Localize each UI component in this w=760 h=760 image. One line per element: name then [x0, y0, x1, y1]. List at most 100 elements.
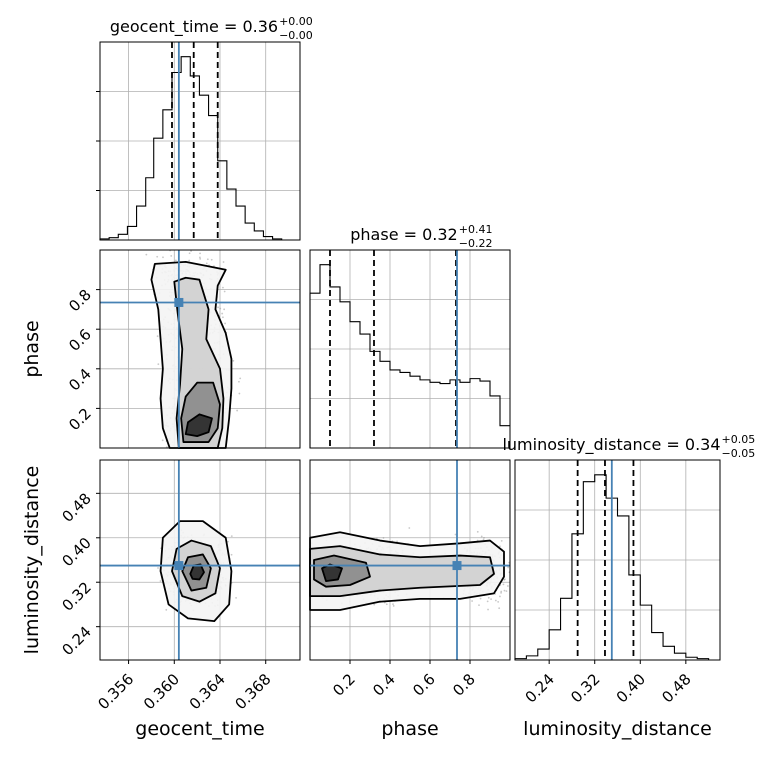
panel-title-sup-geocent_time: +0.00: [279, 15, 313, 28]
scatter-point: [483, 536, 485, 539]
scatter-point: [480, 535, 483, 538]
scatter-point: [232, 359, 235, 362]
panel-frame-phase-luminosity_distance: [309, 459, 511, 661]
ytick-label-2-0: 0.24: [58, 623, 94, 659]
scatter-point: [454, 533, 457, 536]
scatter-point: [223, 290, 226, 293]
quantile-layer: [171, 42, 635, 660]
scatter-point: [487, 608, 489, 611]
truth-marker-phase-luminosity_distance: [452, 561, 462, 571]
histogram-phase: [309, 264, 510, 448]
scatter-point: [486, 600, 489, 603]
scatter-point: [502, 583, 505, 586]
scatter-point: [157, 567, 159, 569]
panel-title-sub-phase: −0.22: [459, 237, 493, 250]
contour-geocent_time-luminosity_distance-2: [181, 553, 212, 592]
xtick-label-1-3: 0.8: [449, 670, 479, 700]
xtick-label-0-0: 0.356: [94, 670, 137, 713]
scatter-point: [500, 539, 503, 542]
scatter-point: [217, 306, 219, 309]
text-layer: geocent_time = 0.36 +0.00−0.00 phase = 0.3…: [21, 15, 755, 740]
scatter-point: [392, 605, 395, 607]
xtick-label-0-3: 0.368: [231, 670, 274, 713]
scatter-point: [199, 252, 201, 255]
panel-frame-geocent_time-luminosity_distance: [99, 459, 301, 661]
xtick-label-0-1: 0.360: [140, 670, 183, 713]
truth-marker-geocent_time-luminosity_distance: [174, 561, 184, 571]
scatter-point: [145, 253, 148, 256]
panel-title-sup-luminosity_distance: +0.05: [722, 433, 756, 446]
tick-layer: [96, 91, 687, 664]
scatter-point: [230, 553, 233, 556]
scatter-point: [162, 256, 164, 259]
panel-frame-geocent_time-phase: [99, 249, 301, 449]
ytick-label-1-1: 0.4: [65, 365, 95, 395]
scatter-point: [210, 258, 213, 261]
frame-layer: [99, 41, 721, 661]
scatter-point: [205, 262, 208, 265]
contour-phase-luminosity_distance-1: [309, 545, 495, 598]
ytick-label-1-0: 0.2: [65, 405, 95, 435]
scatter-point: [238, 380, 240, 383]
scatter-point: [222, 261, 225, 263]
scatter-point: [478, 604, 480, 607]
panel-title-sup-phase: +0.41: [459, 223, 493, 236]
scatter-point: [190, 250, 192, 252]
truth-marker-geocent_time-phase: [174, 297, 184, 307]
scatter-point: [385, 603, 388, 606]
panel-title-sub-geocent_time: −0.00: [279, 29, 313, 42]
panel-frame-luminosity_distance: [514, 459, 721, 661]
scatter-point: [156, 255, 159, 258]
scatter-point: [392, 603, 394, 606]
density-fill-phase-luminosity_distance-3: [322, 564, 342, 582]
scatter-point: [503, 589, 506, 592]
scatter-point: [174, 259, 177, 262]
scatter-point: [497, 600, 500, 603]
scatter-point: [239, 377, 242, 380]
scatter-point: [487, 596, 490, 599]
ytick-label-2-2: 0.40: [58, 534, 94, 570]
scatter-point: [157, 363, 160, 366]
xtick-label-2-3: 0.48: [658, 670, 694, 706]
histogram-layer: [99, 56, 720, 661]
scatter-point: [199, 256, 201, 259]
scatter-point: [506, 585, 509, 587]
xtick-label-1-2: 0.6: [409, 670, 439, 700]
scatter-point: [188, 259, 191, 262]
scatter-point: [376, 537, 378, 540]
y-axis-label-phase: phase: [21, 320, 43, 377]
scatter-point: [382, 537, 385, 539]
scatter-point: [499, 545, 501, 548]
contour-phase-luminosity_distance-2: [313, 554, 371, 588]
contour-geocent_time-luminosity_distance-0: [159, 520, 233, 623]
scatter-point: [505, 590, 508, 593]
scatter-point: [235, 596, 237, 599]
xtick-label-2-1: 0.32: [567, 670, 603, 706]
scatter-point: [161, 439, 164, 442]
scatter-point: [494, 599, 497, 602]
scatter-point: [499, 595, 501, 598]
y-axis-label-luminosity_distance: luminosity_distance: [21, 466, 43, 655]
scatter-point: [238, 392, 241, 395]
contour-geocent_time-phase-2: [180, 381, 221, 443]
scatter-point: [482, 538, 485, 541]
ytick-label-2-3: 0.48: [58, 489, 94, 525]
scatter-point: [223, 308, 226, 311]
scatter-point: [165, 608, 168, 611]
scatter-point: [479, 597, 482, 600]
contour-geocent_time-phase-1: [173, 276, 225, 449]
scatter-point: [222, 286, 224, 289]
histogram-geocent_time: [99, 56, 300, 241]
scatter-point: [471, 600, 473, 602]
scatter-point: [490, 598, 492, 601]
panel-title-geocent_time: geocent_time = 0.36: [110, 17, 278, 37]
scatter-point: [159, 580, 162, 582]
xtick-label-2-2: 0.40: [613, 670, 649, 706]
scatter-point: [500, 590, 503, 593]
panel-title-phase: phase = 0.32: [350, 225, 457, 244]
contour-layer: [150, 260, 505, 623]
panel-title-sub-luminosity_distance: −0.05: [722, 447, 756, 460]
scatter-point: [476, 530, 479, 533]
xtick-label-1-1: 0.4: [369, 670, 399, 700]
